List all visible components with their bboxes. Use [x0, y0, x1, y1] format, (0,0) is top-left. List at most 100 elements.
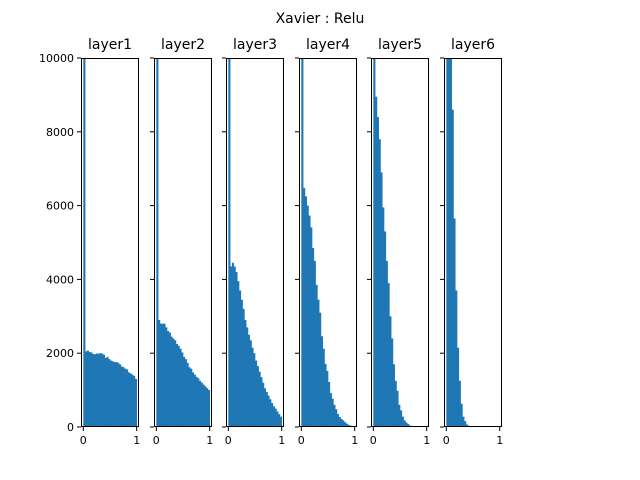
- bar: [255, 360, 258, 427]
- x-tick-label: 0: [298, 434, 305, 447]
- bar: [263, 388, 267, 427]
- panel-title: layer2: [161, 37, 205, 53]
- bar: [460, 403, 463, 427]
- axes-frame: [226, 58, 284, 427]
- y-tick-label: 4000: [46, 273, 74, 286]
- bar: [99, 353, 102, 427]
- bar: [235, 272, 238, 427]
- axes-frame: [299, 58, 357, 427]
- x-tick-label: 1: [278, 434, 285, 447]
- bar: [92, 353, 95, 427]
- bar: [253, 353, 256, 427]
- x-tick-label: 1: [496, 434, 503, 447]
- bar: [324, 363, 327, 427]
- figure-title: Xavier : Relu: [276, 11, 365, 27]
- bar: [207, 390, 211, 427]
- bar: [272, 406, 275, 427]
- panel-title: layer3: [233, 37, 277, 53]
- bar: [97, 353, 100, 427]
- bar: [163, 323, 166, 427]
- bar: [242, 308, 245, 427]
- bar: [117, 362, 120, 427]
- bar: [373, 58, 376, 427]
- bar: [238, 290, 242, 427]
- panel-layer4: layer4 0 1: [295, 37, 358, 447]
- y-tick-label: 8000: [46, 126, 74, 139]
- bar: [301, 58, 304, 427]
- bar: [405, 422, 408, 427]
- bar: [392, 364, 396, 427]
- bar: [106, 356, 109, 427]
- bar: [265, 391, 268, 427]
- bar: [129, 373, 132, 427]
- bar: [391, 338, 394, 427]
- bar: [231, 262, 234, 427]
- axes-frame: [444, 58, 502, 427]
- bar: [326, 370, 329, 427]
- bar: [115, 362, 118, 427]
- bar: [383, 231, 387, 427]
- bar: [267, 395, 270, 427]
- bar: [204, 386, 207, 427]
- bar: [246, 327, 249, 427]
- bar: [134, 379, 138, 427]
- bar: [233, 266, 236, 427]
- bar: [95, 353, 98, 427]
- bar: [260, 377, 263, 427]
- bar: [108, 359, 111, 427]
- x-tick-label: 1: [133, 434, 140, 447]
- bar: [244, 319, 247, 427]
- bar: [338, 417, 341, 427]
- bar: [340, 418, 343, 427]
- bar: [102, 354, 106, 427]
- bar: [181, 352, 184, 427]
- bar: [453, 218, 456, 427]
- bars-layer3: [228, 58, 283, 427]
- bar: [258, 371, 261, 427]
- bar: [251, 347, 254, 427]
- panel-layer1: layer1 0 1 0 2000 4000 6000 8000 10000: [39, 37, 140, 447]
- axes-frame: [154, 58, 212, 427]
- bar: [313, 260, 316, 427]
- bar: [184, 359, 187, 427]
- bar: [320, 336, 324, 427]
- bar: [202, 384, 205, 427]
- bar: [398, 404, 401, 427]
- bar: [376, 117, 379, 427]
- bar: [177, 345, 180, 427]
- bar: [345, 423, 348, 427]
- bar: [113, 362, 116, 427]
- bar: [403, 420, 406, 427]
- panel-layer2: layer2 0 1: [150, 37, 213, 447]
- bar: [331, 398, 334, 427]
- bar: [110, 360, 113, 427]
- bar: [344, 422, 347, 427]
- bar: [85, 351, 88, 427]
- bar: [401, 416, 404, 427]
- bar: [319, 312, 322, 427]
- bar: [161, 323, 164, 427]
- bar: [274, 408, 277, 427]
- bar: [86, 350, 89, 427]
- bars-layer5: [373, 58, 420, 427]
- bar: [278, 414, 281, 427]
- panel-layer6: layer6 0 1: [440, 37, 503, 447]
- bar: [394, 380, 397, 427]
- bar: [101, 353, 104, 427]
- bar: [315, 284, 318, 427]
- bar: [237, 281, 240, 427]
- bar: [83, 58, 86, 427]
- bar: [247, 334, 251, 427]
- bar: [122, 367, 125, 427]
- bar: [464, 421, 467, 427]
- axes-frame: [81, 58, 139, 427]
- bar: [133, 376, 136, 427]
- bar: [448, 58, 451, 427]
- bar: [347, 424, 350, 427]
- bar: [382, 207, 385, 427]
- x-tick-label: 1: [351, 434, 358, 447]
- bar: [228, 58, 231, 427]
- bar: [104, 358, 107, 427]
- panel-title: layer5: [378, 37, 422, 53]
